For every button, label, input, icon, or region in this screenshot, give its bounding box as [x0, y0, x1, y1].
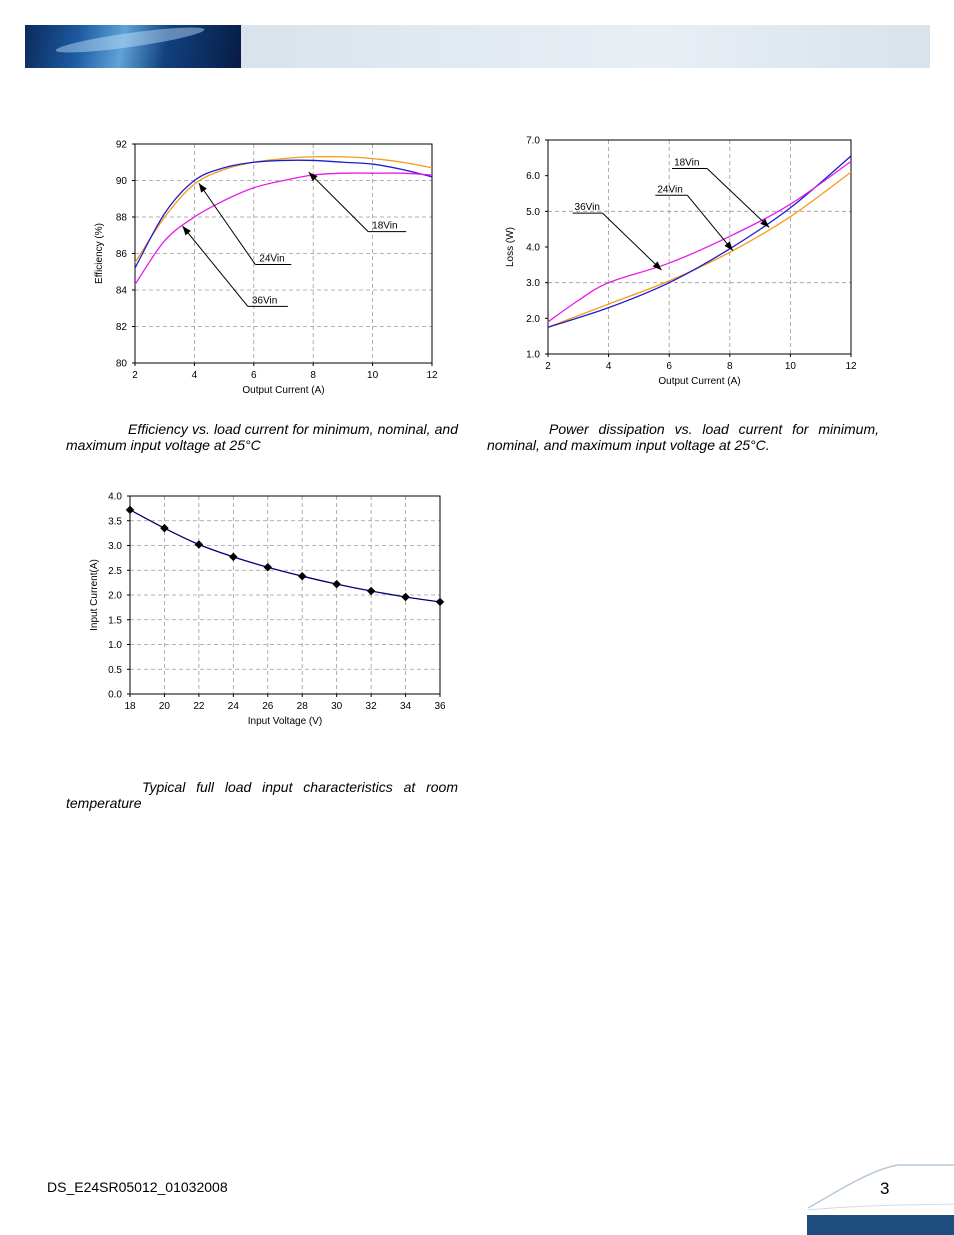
x-tick-label: 18 — [124, 701, 136, 712]
y-tick-label: 2.5 — [108, 566, 122, 577]
y-tick-label: 90 — [116, 176, 128, 187]
header-banner — [25, 25, 930, 68]
series-line-24vin — [134, 159, 433, 269]
callout-label-36vin: 36Vin — [252, 295, 277, 306]
y-tick-label: 3.0 — [526, 278, 540, 289]
footer-bar — [807, 1215, 954, 1235]
x-tick-label: 30 — [331, 701, 343, 712]
x-axis-label: Input Voltage (V) — [248, 716, 323, 727]
data-point-marker — [125, 505, 135, 515]
loss-chart: 2 4 6 8 10 12 1.0 2.0 3.0 4.0 5.0 6.0 7.0 Output Curr… — [505, 136, 857, 388]
callout-label-18vin: 18Vin — [674, 158, 699, 169]
y-tick-label: 84 — [116, 286, 128, 297]
y-axis-label: Loss (W) — [505, 227, 516, 267]
y-tick-label: 4.0 — [108, 492, 122, 503]
data-point-marker — [435, 597, 445, 607]
x-tick-label: 6 — [251, 370, 257, 381]
x-tick-label: 6 — [666, 361, 672, 372]
callout-arrowhead — [760, 218, 770, 228]
y-tick-label: 3.5 — [108, 516, 122, 527]
callout-arrowhead — [724, 241, 733, 251]
efficiency-caption: Efficiency vs. load current for minimum,… — [66, 421, 458, 453]
callout-arrowhead — [308, 172, 318, 182]
y-axis-label: Efficiency (%) — [94, 223, 105, 284]
x-tick-label: 26 — [262, 701, 274, 712]
callout-arrow-line — [686, 194, 734, 251]
series-line-36vin — [134, 172, 433, 285]
callout-arrow-line — [706, 168, 770, 228]
plot-frame — [547, 139, 852, 355]
y-tick-label: 6.0 — [526, 171, 540, 182]
input-current-chart: 18 20 22 24 26 28 30 32 34 36 0.0 0.5 1.0 1.5 2.0 2.5 3.… — [89, 492, 446, 728]
data-point-marker — [332, 579, 341, 589]
series-line-main — [129, 509, 441, 603]
x-tick-label: 22 — [193, 701, 205, 712]
x-tick-label: 24 — [228, 701, 240, 712]
x-tick-label: 4 — [606, 361, 612, 372]
series-line-24vin — [547, 155, 852, 328]
y-tick-label: 2.0 — [526, 314, 540, 325]
x-tick-label: 20 — [159, 701, 171, 712]
y-tick-label: 3.0 — [108, 541, 122, 552]
callout-arrow-line — [182, 225, 249, 307]
callout-label-24vin: 24Vin — [657, 184, 682, 195]
callout-label-18vin: 18Vin — [372, 221, 397, 232]
loss-caption: Power dissipation vs. load current for m… — [487, 421, 879, 453]
x-tick-label: 34 — [400, 701, 412, 712]
y-tick-label: 5.0 — [526, 207, 540, 218]
series-line-36vin — [547, 160, 852, 323]
y-tick-label: 0.5 — [108, 665, 122, 676]
x-tick-label: 32 — [366, 701, 378, 712]
callout-arrowhead — [652, 261, 662, 271]
x-tick-label: 2 — [132, 370, 138, 381]
x-tick-label: 8 — [310, 370, 316, 381]
y-tick-label: 88 — [116, 213, 128, 224]
data-point-marker — [229, 552, 238, 562]
y-tick-label: 2.0 — [108, 591, 122, 602]
x-tick-label: 12 — [845, 361, 857, 372]
y-tick-label: 7.0 — [526, 136, 540, 147]
series-line-18vin — [134, 155, 433, 263]
callout-arrow-line — [198, 182, 256, 265]
y-axis-label: Input Current(A) — [89, 559, 100, 631]
x-tick-label: 10 — [785, 361, 797, 372]
data-point-marker — [194, 540, 204, 549]
callout-label-36vin: 36Vin — [575, 202, 600, 213]
page-number: 3 — [880, 1179, 890, 1198]
footer-document-id: DS_E24SR05012_01032008 — [47, 1179, 228, 1195]
x-tick-label: 28 — [297, 701, 309, 712]
y-tick-label: 80 — [116, 359, 128, 370]
y-tick-label: 92 — [116, 140, 128, 151]
x-tick-label: 8 — [727, 361, 733, 372]
input-caption: Typical full load input characteristics … — [66, 779, 458, 811]
efficiency-chart: 2 4 6 8 10 12 80 82 84 86 88 90 92 Output Current (A)… — [94, 140, 438, 397]
y-tick-label: 1.0 — [526, 350, 540, 361]
footer-swoosh — [807, 1164, 954, 1211]
header-photo — [25, 25, 241, 68]
data-point-marker — [366, 586, 376, 596]
data-point-marker — [297, 571, 307, 581]
x-tick-label: 10 — [367, 370, 379, 381]
callout-arrowhead — [182, 226, 191, 236]
y-tick-label: 1.0 — [108, 640, 122, 651]
y-tick-label: 86 — [116, 249, 128, 260]
y-tick-label: 82 — [116, 322, 128, 333]
callout-arrowhead — [198, 183, 207, 193]
callout-label-24vin: 24Vin — [259, 253, 284, 264]
x-tick-label: 4 — [192, 370, 198, 381]
x-tick-label: 36 — [434, 701, 446, 712]
x-axis-label: Output Current (A) — [242, 385, 324, 396]
callout-arrow-line — [602, 212, 662, 271]
data-point-marker — [160, 523, 169, 533]
x-axis-label: Output Current (A) — [658, 376, 740, 387]
y-tick-label: 4.0 — [526, 243, 540, 254]
x-tick-label: 2 — [545, 361, 551, 372]
y-tick-label: 0.0 — [108, 690, 122, 701]
data-point-marker — [401, 592, 410, 602]
callout-arrow-line — [308, 171, 369, 232]
y-tick-label: 1.5 — [108, 615, 122, 626]
x-tick-label: 12 — [426, 370, 438, 381]
data-point-marker — [263, 563, 273, 572]
